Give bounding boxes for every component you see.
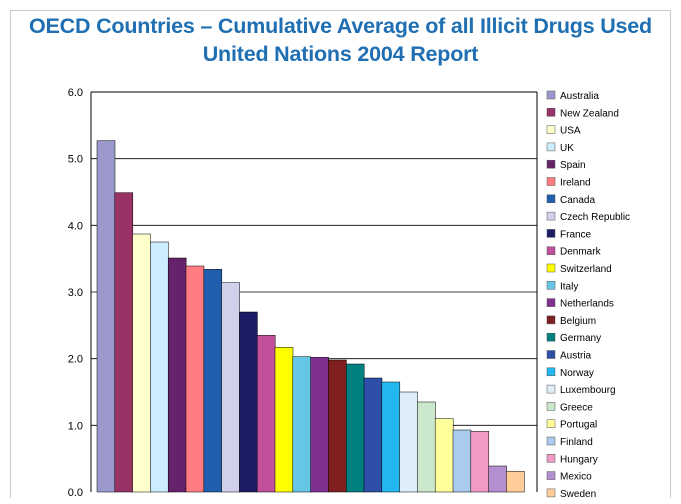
chart-title-block: OECD Countries – Cumulative Average of a…	[0, 12, 681, 68]
legend-swatch	[546, 125, 556, 134]
bar-usa	[132, 233, 151, 493]
bar-switzerland	[274, 347, 294, 493]
y-axis-ticks: 0.0 1.0 2.0 3.0 4.0 5.0 6.0	[68, 87, 83, 499]
y-tick-label: 1.0	[68, 420, 83, 432]
legend-label: UK	[560, 143, 574, 154]
legend-swatch	[546, 332, 556, 342]
bar-belgium	[328, 359, 347, 493]
legend-label: Portugal	[560, 420, 597, 431]
chart-title: OECD Countries – Cumulative Average of a…	[29, 14, 652, 38]
legend-swatch	[546, 177, 556, 186]
legend-swatch	[546, 298, 556, 307]
axes	[90, 91, 538, 492]
legend-label: Denmark	[560, 247, 602, 258]
bar-germany	[345, 363, 365, 493]
legend-swatch	[546, 384, 556, 394]
bar-denmark	[256, 335, 276, 493]
legend-swatch	[546, 246, 556, 255]
legend-swatch	[546, 350, 556, 359]
legend-label: Greece	[560, 402, 593, 413]
bar-sweden	[506, 471, 525, 493]
legend-label: Luxembourg	[560, 385, 616, 396]
legend-swatch	[546, 263, 556, 273]
bar-spain	[167, 257, 187, 493]
bar-canada	[203, 269, 223, 493]
y-tick-label: 5.0	[68, 154, 83, 166]
legend-label: Norway	[560, 368, 594, 379]
bar-australia	[96, 140, 116, 493]
legend-label: Belgium	[560, 316, 596, 327]
legend-label: New Zealand	[560, 108, 619, 119]
legend-swatch	[546, 90, 556, 100]
legend-label: Ireland	[560, 178, 591, 189]
bar-hungary	[470, 431, 490, 493]
legend-swatch	[546, 402, 556, 411]
legend-label: Netherlands	[560, 299, 614, 310]
legend-swatch	[546, 159, 556, 169]
bar-greece	[417, 401, 436, 493]
legend-label: Canada	[560, 195, 595, 206]
legend-swatch	[546, 454, 556, 463]
bar-italy	[292, 356, 312, 493]
y-tick-label: 0.0	[68, 487, 83, 499]
legend-label: Spain	[560, 160, 586, 171]
legend-swatch	[546, 229, 556, 238]
bar-portugal	[434, 418, 454, 493]
bar-new-zealand	[114, 192, 134, 493]
bar-ireland	[185, 265, 205, 493]
bar-mexico	[488, 465, 507, 493]
legend-label: Finland	[560, 437, 593, 448]
legend-label: Hungary	[560, 454, 598, 465]
legend-label: Austria	[560, 351, 592, 362]
bar-austria	[363, 377, 383, 493]
legend-swatch	[546, 488, 556, 498]
bar-france	[239, 311, 258, 493]
chart-subtitle: United Nations 2004 Report	[202, 42, 479, 66]
legend-label: Germany	[560, 333, 601, 344]
legend-label: Italy	[560, 281, 578, 292]
legend-label: Australia	[560, 91, 599, 102]
legend-label: USA	[560, 126, 581, 137]
bar-czech-republic	[221, 282, 240, 493]
legend-swatch	[546, 211, 556, 221]
legend-swatch	[546, 142, 556, 152]
bar-luxembourg	[399, 391, 418, 493]
legend-swatch	[546, 281, 556, 290]
y-tick-label: 2.0	[68, 354, 83, 366]
bar-uk	[150, 241, 169, 493]
legend-swatch	[546, 108, 556, 117]
y-tick-label: 3.0	[68, 287, 83, 299]
legend-swatch	[546, 436, 556, 446]
legend-swatch	[546, 194, 556, 204]
legend-swatch	[546, 315, 556, 325]
y-tick-label: 4.0	[68, 220, 83, 232]
y-tick-label: 6.0	[68, 87, 83, 99]
legend-swatch	[546, 419, 556, 428]
legend: Australia New Zealand USA UK Spain Ireland Can…	[546, 90, 630, 500]
legend-label: France	[560, 229, 592, 240]
legend-label: Switzerland	[560, 264, 612, 275]
bars	[96, 140, 525, 493]
legend-label: Sweden	[560, 489, 596, 500]
bar-netherlands	[310, 357, 329, 493]
legend-swatch	[546, 367, 556, 377]
legend-swatch	[546, 471, 556, 480]
legend-label: Czech Republic	[560, 212, 630, 223]
bar-finland	[452, 429, 472, 493]
bar-norway	[381, 381, 401, 493]
legend-label: Mexico	[560, 472, 592, 483]
